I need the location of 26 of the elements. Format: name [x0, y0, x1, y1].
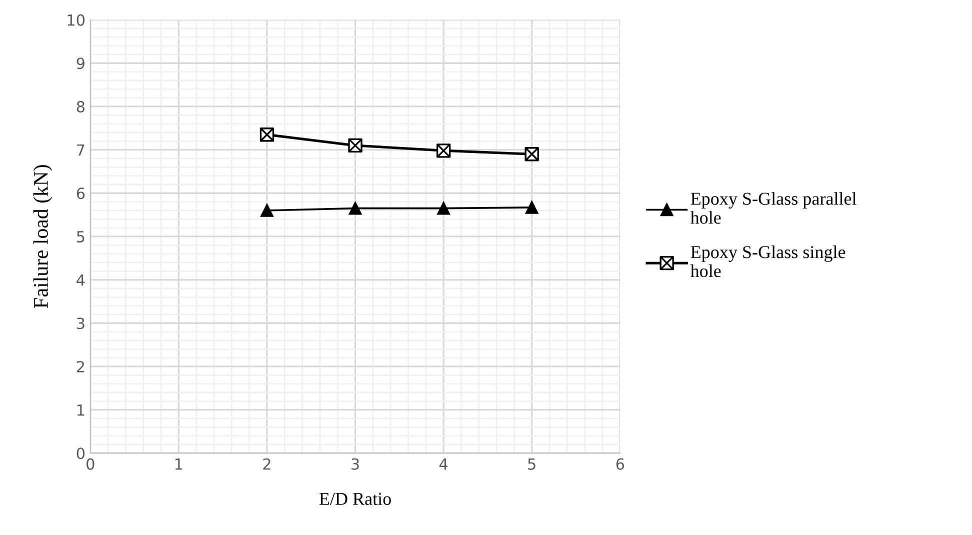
y-tick-label: 6 [76, 188, 85, 200]
legend-label: Epoxy S-Glass single hole [690, 246, 846, 278]
x-tick-label: 1 [176, 458, 182, 470]
x-tick-label: 2 [263, 458, 270, 470]
point [525, 201, 538, 214]
x-tick-label: 0 [86, 458, 94, 470]
y-axis-title: Failure load (kN) [33, 165, 52, 308]
y-tick-label: 2 [76, 360, 84, 372]
y-tick-label: 9 [76, 58, 84, 70]
legend-label: Epoxy S-Glass parallel hole [690, 192, 856, 224]
y-tick-label: 3 [76, 318, 84, 330]
point [437, 202, 450, 215]
x-tick-label: 5 [528, 458, 536, 470]
x-tick-label: 3 [352, 458, 359, 470]
y-tick-label: 1 [77, 404, 84, 416]
x-axis-title: E/D Ratio [319, 492, 391, 505]
x-tick-label: 4 [439, 458, 448, 470]
point [348, 202, 362, 215]
y-tick-label: 4 [76, 274, 85, 286]
y-tick-label: 8 [76, 100, 84, 112]
y-tick-label: 7 [77, 144, 84, 156]
x-tick-label: 6 [616, 458, 624, 470]
y-tick-label: 10 [68, 14, 85, 26]
y-tick-label: 5 [76, 231, 84, 242]
y-tick-label: 0 [76, 448, 85, 460]
point [260, 204, 274, 217]
